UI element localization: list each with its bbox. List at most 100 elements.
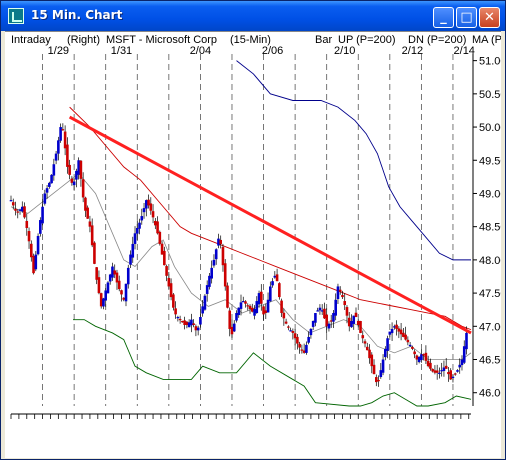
axis-side-label: (Right) [67,34,100,46]
candle-down [183,320,186,325]
candle-down [259,291,263,304]
candle-up [133,233,137,244]
close-button[interactable]: ✕ [479,7,500,28]
candle-up [176,317,180,319]
candle-down [291,330,295,333]
candle-down [329,320,333,322]
candle-up [129,254,132,265]
minimize-button[interactable]: _ [433,7,454,28]
date-label: 2/06 [262,45,283,57]
candle-up [388,331,392,335]
grey-ma-line [10,172,472,360]
candle-down [29,243,33,258]
candle-down [404,334,407,340]
candle-down [66,144,69,167]
candle-down [368,349,371,359]
candle-up [314,313,317,323]
candle-down [86,207,89,219]
candle-down [172,294,175,308]
candle-up [334,299,338,316]
candle-down [16,211,20,213]
candle-down [117,280,121,290]
candle-up [269,286,272,302]
candle-up [273,275,277,278]
lower-band-line [73,319,472,407]
candle-up [140,216,144,221]
candle-up [235,313,238,321]
candle-down [97,277,101,294]
candle-down [264,310,268,314]
candle-down [167,277,171,287]
candle-up [106,282,110,294]
chart-area[interactable]: Intraday (Right) MSFT - Microsoft Corp (… [5,31,501,458]
candle-up [318,307,322,311]
candle-down [163,250,166,266]
candle-up [271,281,274,286]
candle-down [433,370,437,373]
candle-down [411,346,414,349]
candle-down [406,339,410,343]
price-axis-label: 46.00 [479,388,501,400]
candle-up [442,367,446,371]
candle-up [72,181,76,186]
candle-down [278,283,281,298]
candle-up [239,302,243,309]
candle-up [196,327,200,331]
candle-up [131,243,135,258]
candle-up [111,266,114,278]
candle-down [68,164,71,175]
intraday-label: Intraday [11,34,51,46]
candle-up [203,295,207,310]
candle-down [79,160,83,179]
candle-up [138,222,141,229]
candle-down [165,266,168,276]
candle-down [343,301,347,306]
candle-down [113,270,117,275]
candle-down [185,321,189,325]
candle-down [14,208,17,211]
candle-up [232,323,236,332]
candle-down [377,380,380,382]
candle-up [190,319,193,326]
candle-down [287,326,290,328]
candle-down [192,323,195,325]
candle-up [199,317,202,325]
candle-up [48,182,51,187]
candle-down [402,332,405,337]
candle-down [365,346,369,351]
candle-down [374,377,378,383]
candle-down [93,242,96,264]
candle-down [156,221,159,234]
candle-up [289,330,292,332]
candle-down [347,317,351,327]
candle-up [144,200,148,209]
candle-down [244,301,247,304]
candle-up [458,364,462,368]
candle-up [104,290,108,301]
candle-down [293,333,297,339]
price-axis-label: 50.00 [479,122,501,134]
date-label: 2/14 [454,45,475,57]
candle-down [341,295,344,298]
candle-down [181,321,184,323]
candle-down [354,312,358,318]
candle-up [59,127,62,141]
candle-up [57,140,60,154]
candle-up [253,309,256,316]
maximize-button[interactable]: □ [456,7,477,28]
price-axis-label: 47.50 [479,288,501,300]
candle-down [90,225,94,246]
candle-up [135,228,139,234]
candle-down [27,231,31,242]
title-bar[interactable]: 15 Min. Chart _ □ ✕ [1,1,505,31]
date-label: 1/29 [48,45,69,57]
candle-down [120,290,123,295]
candle-up [255,301,259,313]
candle-down [275,274,279,282]
candle-down [63,131,67,149]
candle-up [205,285,209,294]
candle-down [325,314,328,327]
candle-down [194,326,198,331]
candle-up [210,267,213,279]
candle-down [84,197,87,211]
